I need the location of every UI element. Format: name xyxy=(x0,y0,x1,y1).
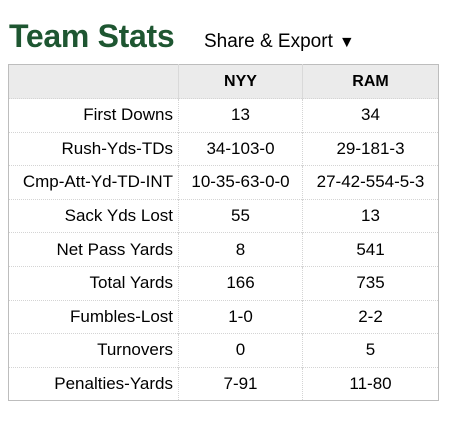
stat-value-nyy: 55 xyxy=(178,198,303,233)
stat-value-nyy: 1-0 xyxy=(178,299,303,334)
share-export-label: Share & Export xyxy=(204,31,333,52)
stat-value-ram: 541 xyxy=(302,232,439,267)
stat-label: Fumbles-Lost xyxy=(8,299,179,334)
stat-label: Net Pass Yards xyxy=(8,232,179,267)
stat-label: Sack Yds Lost xyxy=(8,198,179,233)
stat-value-ram: 11-80 xyxy=(302,366,439,401)
column-header-label xyxy=(8,64,179,99)
table-row: Penalties-Yards 7-91 11-80 xyxy=(8,366,439,401)
table-row: Cmp-Att-Yd-TD-INT 10-35-63-0-0 27-42-554-5… xyxy=(8,165,439,200)
stat-value-ram: 2-2 xyxy=(302,299,439,334)
table-row: First Downs 13 34 xyxy=(8,98,439,133)
team-stats-table: NYY RAM First Downs 13 34 Rush-Yds-TDs 34-10… xyxy=(8,64,439,402)
table-row: Fumbles-Lost 1-0 2-2 xyxy=(8,299,439,334)
column-header-nyy[interactable]: NYY xyxy=(178,64,303,99)
stat-label: Penalties-Yards xyxy=(8,366,179,401)
stat-value-ram: 29-181-3 xyxy=(302,131,439,166)
caret-down-icon: ▼ xyxy=(338,34,355,51)
table-header-row: NYY RAM xyxy=(8,64,439,99)
column-header-ram[interactable]: RAM xyxy=(352,72,389,90)
table-row: Net Pass Yards 8 541 xyxy=(8,232,439,267)
share-export-button[interactable]: Share & Export ▼ xyxy=(204,30,355,55)
table-row: Turnovers 0 5 xyxy=(8,333,439,368)
stat-value-nyy: 7-91 xyxy=(178,366,303,401)
stat-value-nyy: 166 xyxy=(178,265,303,301)
stat-value-nyy: 0 xyxy=(178,333,303,368)
stat-label: Cmp-Att-Yd-TD-INT xyxy=(8,165,179,200)
stat-value-ram: 27-42-554-5-3 xyxy=(302,165,439,200)
header: Team Stats xyxy=(9,16,175,56)
stat-value-ram: 735 xyxy=(302,265,439,301)
stat-value-nyy: 34-103-0 xyxy=(178,131,303,166)
stat-label: Total Yards xyxy=(8,265,179,301)
page-title: Team Stats xyxy=(9,18,175,54)
stat-label: Turnovers xyxy=(8,333,179,368)
table-row: Rush-Yds-TDs 34-103-0 29-181-3 xyxy=(8,131,439,166)
table-row: Sack Yds Lost 55 13 xyxy=(8,198,439,233)
stat-value-ram: 5 xyxy=(302,333,439,368)
stat-label: First Downs xyxy=(8,98,179,133)
stat-value-ram: 34 xyxy=(302,98,439,133)
stat-label: Rush-Yds-TDs xyxy=(8,131,179,166)
stat-value-ram: 13 xyxy=(302,198,439,233)
stat-value-nyy: 8 xyxy=(178,232,303,267)
table-row: Total Yards 166 735 xyxy=(8,265,439,301)
stat-value-nyy: 13 xyxy=(178,98,303,133)
stat-value-nyy: 10-35-63-0-0 xyxy=(178,165,303,200)
